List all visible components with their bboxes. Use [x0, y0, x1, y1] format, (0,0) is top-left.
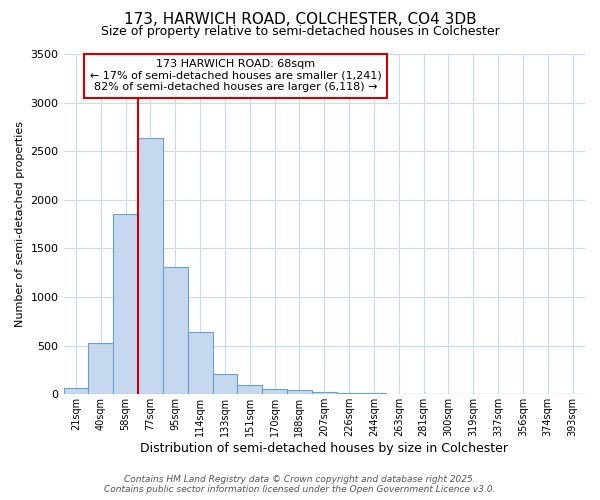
Bar	[138, 138, 163, 394]
Bar	[238, 385, 262, 394]
Bar	[337, 393, 362, 394]
Y-axis label: Number of semi-detached properties: Number of semi-detached properties	[15, 121, 25, 327]
Bar	[287, 390, 312, 394]
Bar	[262, 389, 287, 394]
X-axis label: Distribution of semi-detached houses by size in Colchester: Distribution of semi-detached houses by …	[140, 442, 508, 455]
Bar	[88, 343, 113, 394]
Bar	[312, 392, 337, 394]
Bar	[113, 214, 138, 394]
Text: Size of property relative to semi-detached houses in Colchester: Size of property relative to semi-detach…	[101, 25, 499, 38]
Bar	[64, 388, 88, 394]
Text: 173 HARWICH ROAD: 68sqm
← 17% of semi-detached houses are smaller (1,241)
82% of: 173 HARWICH ROAD: 68sqm ← 17% of semi-de…	[90, 59, 382, 92]
Bar	[163, 267, 188, 394]
Bar	[212, 374, 238, 394]
Bar	[188, 332, 212, 394]
Text: Contains HM Land Registry data © Crown copyright and database right 2025.
Contai: Contains HM Land Registry data © Crown c…	[104, 474, 496, 494]
Text: 173, HARWICH ROAD, COLCHESTER, CO4 3DB: 173, HARWICH ROAD, COLCHESTER, CO4 3DB	[124, 12, 476, 28]
